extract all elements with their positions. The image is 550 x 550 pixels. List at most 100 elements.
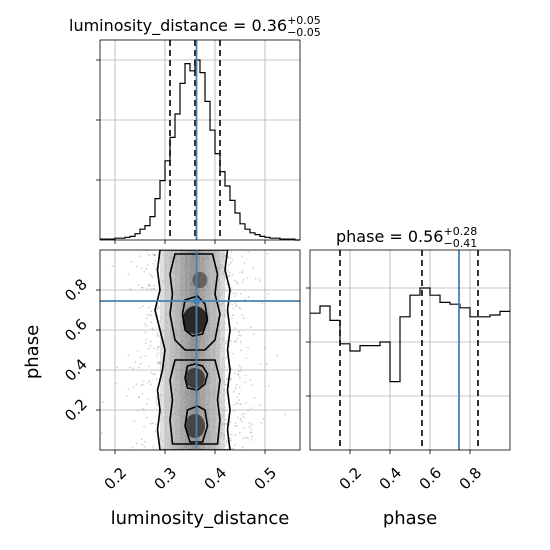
x-tick-label-phase: 0.6 xyxy=(416,464,446,494)
sample-point xyxy=(228,274,231,277)
title-minus: −0.41 xyxy=(443,237,477,250)
sample-point xyxy=(249,326,252,329)
sample-point xyxy=(137,409,140,412)
sample-point xyxy=(232,447,235,450)
sample-point xyxy=(234,295,237,297)
sample-point xyxy=(228,275,231,277)
sample-point xyxy=(158,335,161,337)
sample-point xyxy=(147,347,150,350)
sample-point xyxy=(139,255,142,257)
sample-point xyxy=(248,425,251,428)
sample-point xyxy=(247,251,250,254)
sample-point xyxy=(102,401,105,403)
sample-point xyxy=(241,281,244,284)
sample-point xyxy=(146,313,149,316)
sample-point xyxy=(141,408,144,410)
sample-point xyxy=(226,439,228,442)
sample-point xyxy=(146,416,148,419)
sample-point xyxy=(244,381,247,384)
sample-point xyxy=(234,327,237,330)
sample-point xyxy=(156,348,159,351)
contour-inner-middle xyxy=(184,363,209,391)
sample-point xyxy=(157,361,160,363)
sample-point xyxy=(249,379,252,381)
sample-point xyxy=(225,440,228,442)
sample-point xyxy=(155,268,157,271)
sample-point xyxy=(247,437,249,440)
sample-point xyxy=(238,306,241,309)
sample-point xyxy=(264,346,266,349)
sample-point xyxy=(128,366,131,369)
sample-point xyxy=(250,407,253,409)
sample-point xyxy=(141,383,144,386)
sample-point xyxy=(155,354,158,357)
sample-point xyxy=(154,373,156,376)
sample-point xyxy=(140,286,143,289)
sample-point xyxy=(144,325,147,327)
sample-point xyxy=(235,305,238,308)
sample-point xyxy=(149,288,152,290)
sample-point xyxy=(149,422,152,425)
sample-point xyxy=(148,314,151,317)
sample-point xyxy=(158,346,161,348)
x-tick-label-phase: 0.4 xyxy=(376,464,406,494)
sample-point xyxy=(130,260,133,263)
x-axis-label-phase: phase xyxy=(383,508,437,529)
sample-point xyxy=(238,334,241,337)
sample-point xyxy=(231,304,234,306)
sample-point xyxy=(137,396,140,398)
density-band xyxy=(215,250,225,450)
sample-point xyxy=(247,346,249,349)
sample-point xyxy=(155,423,157,426)
sample-point xyxy=(267,293,270,295)
sample-point xyxy=(239,419,242,422)
sample-point xyxy=(235,424,238,427)
sample-point xyxy=(246,277,249,279)
sample-point xyxy=(241,420,244,423)
sample-point xyxy=(232,307,235,310)
sample-point xyxy=(136,442,138,445)
sample-point xyxy=(254,277,257,280)
sample-point xyxy=(243,427,246,430)
sample-point xyxy=(157,362,160,365)
sample-point xyxy=(127,273,130,276)
sample-point xyxy=(138,366,140,369)
sample-point xyxy=(148,273,151,276)
sample-point xyxy=(231,274,234,276)
sample-point xyxy=(150,314,152,316)
sample-point xyxy=(229,437,232,440)
sample-point xyxy=(238,399,240,402)
sample-point xyxy=(142,305,144,307)
sample-point xyxy=(152,262,154,265)
sample-point xyxy=(135,383,138,386)
sample-point xyxy=(230,251,233,254)
sample-point xyxy=(224,392,227,395)
sample-point xyxy=(227,275,230,278)
sample-point xyxy=(149,340,152,343)
sample-point xyxy=(228,271,231,274)
sample-point xyxy=(234,279,236,282)
sample-point xyxy=(252,266,255,269)
sample-point xyxy=(156,403,159,406)
sample-point xyxy=(243,412,246,415)
sample-point xyxy=(232,352,234,355)
sample-point xyxy=(240,366,243,369)
sample-point xyxy=(225,283,228,286)
sample-point xyxy=(234,425,236,428)
x-tick-label-distance: 0.3 xyxy=(151,464,181,494)
x-axis-label-luminosity-distance: luminosity_distance xyxy=(111,508,290,529)
sample-point xyxy=(232,292,235,295)
sample-point xyxy=(144,355,147,357)
density-core xyxy=(192,272,208,288)
sample-point xyxy=(237,402,239,405)
sample-point xyxy=(144,322,147,325)
sample-point xyxy=(249,431,252,434)
sample-point xyxy=(147,306,150,309)
sample-point xyxy=(230,261,232,264)
sample-point xyxy=(236,337,239,340)
sample-point xyxy=(234,303,237,305)
sample-point xyxy=(156,362,159,364)
sample-point xyxy=(156,334,158,337)
sample-point xyxy=(229,257,232,259)
